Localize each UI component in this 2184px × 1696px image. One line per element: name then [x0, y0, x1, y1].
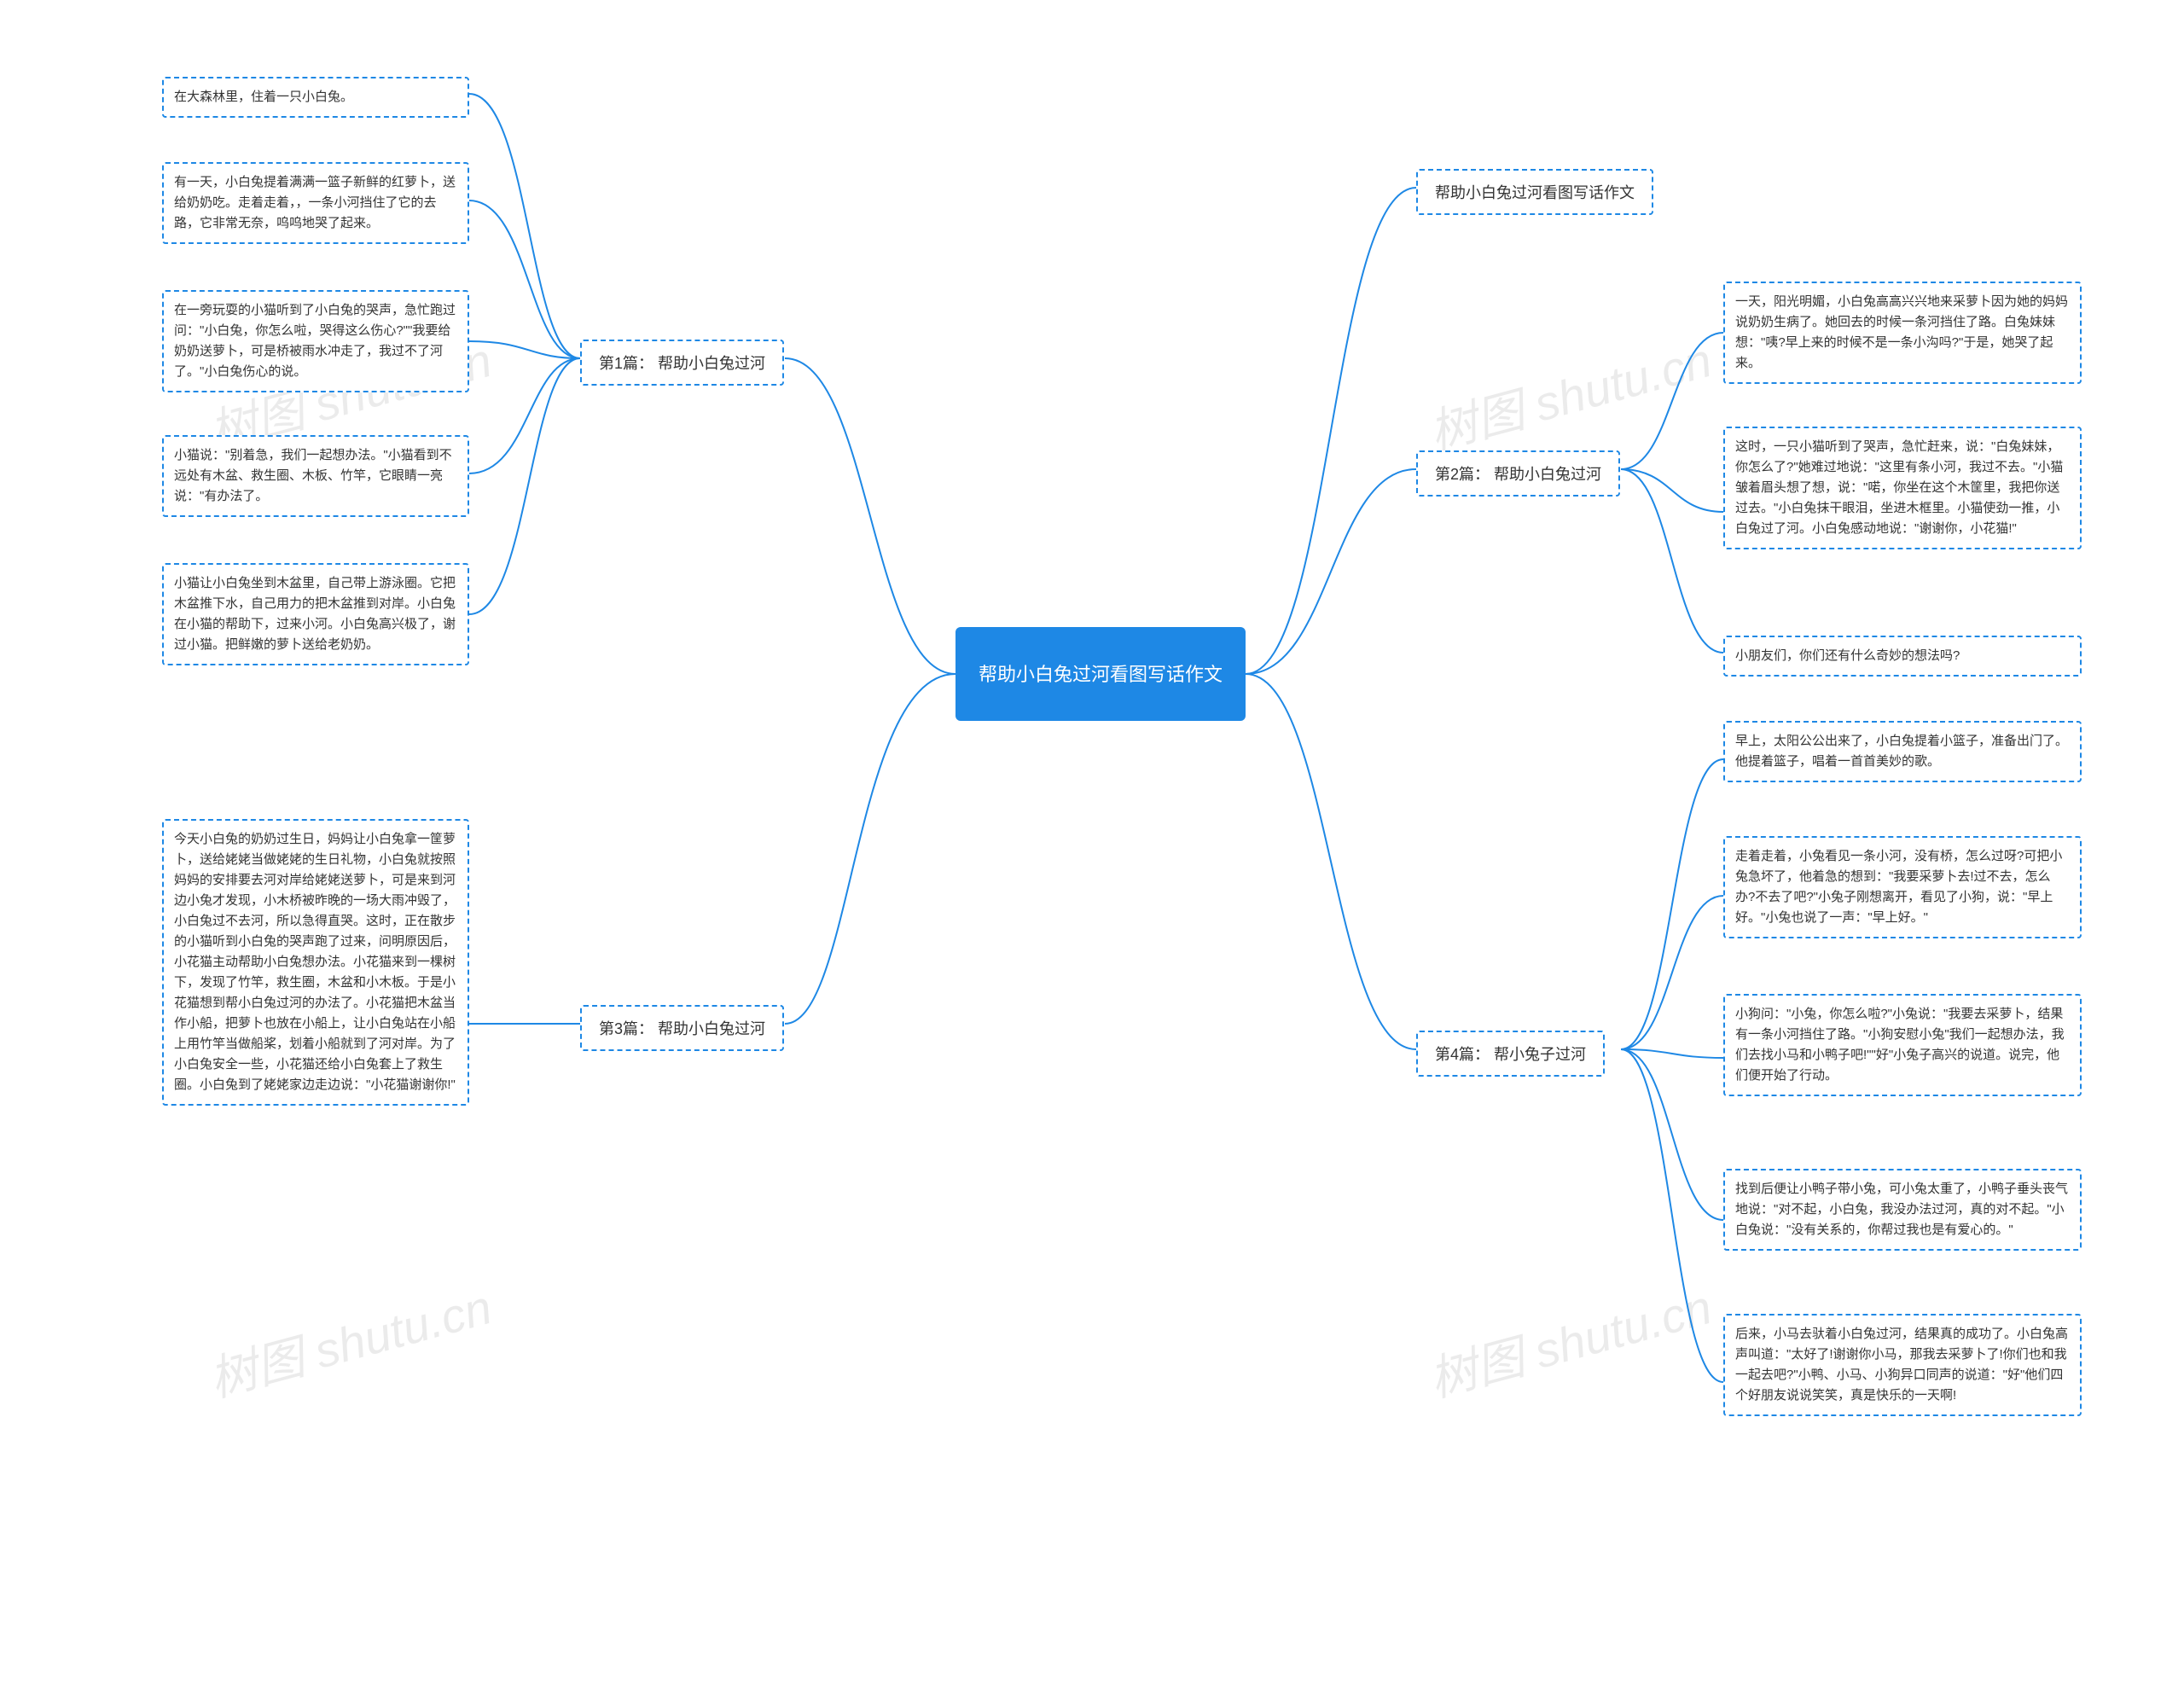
center-node: 帮助小白兔过河看图写话作文	[956, 627, 1246, 721]
branch-4: 第4篇： 帮小兔子过河	[1416, 1031, 1605, 1077]
branch-2: 第2篇： 帮助小白兔过河	[1416, 450, 1620, 497]
leaf-4-2: 走着走着，小兔看见一条小河，没有桥，怎么过呀?可把小兔急坏了，他着急的想到："我…	[1723, 836, 2082, 938]
leaf-1-3: 在一旁玩耍的小猫听到了小白兔的哭声，急忙跑过问："小白兔，你怎么啦，哭得这么伤心…	[162, 290, 469, 392]
leaf-1-1: 在大森林里，住着一只小白兔。	[162, 77, 469, 118]
branch-3: 第3篇： 帮助小白兔过河	[580, 1005, 784, 1051]
branch-title: 帮助小白兔过河看图写话作文	[1416, 169, 1653, 215]
leaf-4-3: 小狗问："小兔，你怎么啦?"小兔说："我要去采萝卜，结果有一条小河挡住了路。"小…	[1723, 994, 2082, 1096]
leaf-2-2: 这时，一只小猫听到了哭声，急忙赶来，说："白兔妹妹，你怎么了?"她难过地说："这…	[1723, 427, 2082, 549]
leaf-1-2: 有一天，小白兔提着满满一篮子新鲜的红萝卜，送给奶奶吃。走着走着，，一条小河挡住了…	[162, 162, 469, 244]
leaf-2-1: 一天，阳光明媚，小白兔高高兴兴地来采萝卜因为她的妈妈说奶奶生病了。她回去的时候一…	[1723, 282, 2082, 384]
leaf-2-3: 小朋友们，你们还有什么奇妙的想法吗?	[1723, 636, 2082, 677]
leaf-1-4: 小猫说："别着急，我们一起想办法。"小猫看到不远处有木盆、救生圈、木板、竹竿，它…	[162, 435, 469, 517]
leaf-4-5: 后来，小马去驮着小白兔过河，结果真的成功了。小白兔高声叫道："太好了!谢谢你小马…	[1723, 1314, 2082, 1416]
leaf-1-5: 小猫让小白兔坐到木盆里，自己带上游泳圈。它把木盆推下水，自己用力的把木盆推到对岸…	[162, 563, 469, 665]
watermark: 树图 shutu.cn	[1420, 322, 1718, 463]
watermark: 树图 shutu.cn	[1420, 1269, 1718, 1410]
watermark: 树图 shutu.cn	[200, 1269, 498, 1410]
leaf-4-1: 早上，太阳公公出来了，小白兔提着小篮子，准备出门了。他提着篮子，唱着一首首美妙的…	[1723, 721, 2082, 782]
branch-1: 第1篇： 帮助小白兔过河	[580, 340, 784, 386]
leaf-4-4: 找到后便让小鸭子带小兔，可小兔太重了，小鸭子垂头丧气地说："对不起，小白兔，我没…	[1723, 1169, 2082, 1251]
leaf-3-1: 今天小白兔的奶奶过生日，妈妈让小白兔拿一筐萝卜，送给姥姥当做姥姥的生日礼物，小白…	[162, 819, 469, 1106]
